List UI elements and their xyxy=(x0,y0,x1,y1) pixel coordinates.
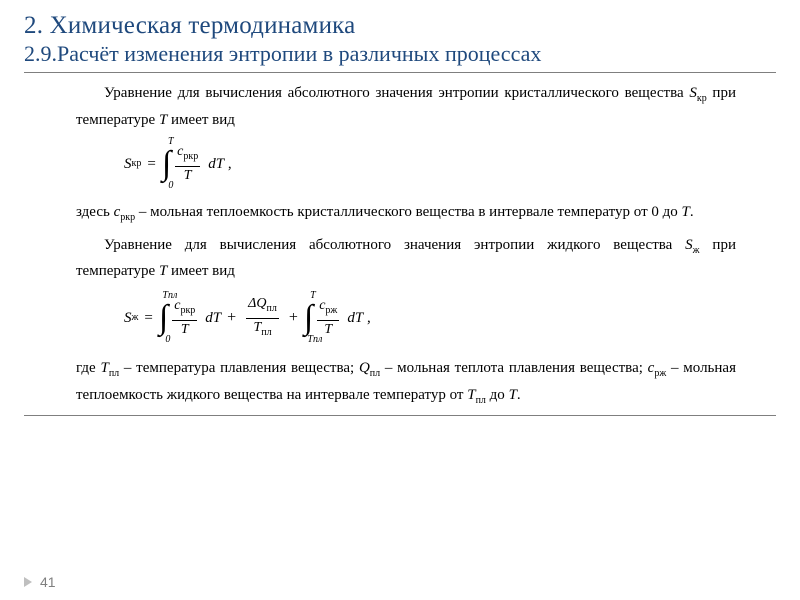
p2-c-sub: pкр xyxy=(120,212,135,223)
title-sub: 2.9.Расчёт изменения энтропии в различны… xyxy=(24,41,776,66)
paragraph-4: где Tпл – температура плавления вещества… xyxy=(76,356,736,409)
f1-den: T xyxy=(182,168,194,184)
f1-dT: dT xyxy=(208,152,224,177)
f2-lhs-sub: ж xyxy=(132,310,139,327)
f1-int-up: T xyxy=(162,134,180,151)
f1-integral: T ∫ 0 xyxy=(162,138,171,190)
p4-Qsub: пл xyxy=(370,368,380,379)
p1-S-sub: кр xyxy=(697,93,707,104)
p4-cpsub: pж xyxy=(654,368,666,379)
p1-text-c: имеет вид xyxy=(167,112,235,128)
f2-frac1-den: T xyxy=(179,322,191,338)
f2-int2-low: Tпл xyxy=(304,332,326,349)
f2-Q-den: Tпл xyxy=(251,320,273,341)
f2-fracQ: ΔQпл Tпл xyxy=(246,296,279,341)
p2-text-b: – мольная теплоемкость кристаллического … xyxy=(135,204,681,220)
integral-icon: ∫ xyxy=(162,147,171,181)
fraction-bar xyxy=(317,320,339,321)
p3-text-c: имеет вид xyxy=(167,263,235,279)
f2-Q-num: ΔQпл xyxy=(246,296,279,317)
p2-text-a: здесь xyxy=(76,204,114,220)
formula-2: Sж = Tпл ∫ 0 cpкр T dT + ΔQпл Tпл + T xyxy=(124,290,736,346)
fraction-bar xyxy=(175,166,200,167)
footer: 41 xyxy=(24,574,56,590)
f2-int1: Tпл ∫ 0 xyxy=(159,292,168,344)
fraction-bar xyxy=(172,320,197,321)
p4-Tsub: пл xyxy=(109,368,119,379)
paragraph-3: Уравнение для вычисления абсолютного зна… xyxy=(76,233,736,284)
page-number: 41 xyxy=(40,574,56,590)
p1-S: S xyxy=(689,85,697,101)
f2-comma: , xyxy=(363,306,371,331)
p4-f: . xyxy=(517,387,521,403)
p3-text-a: Уравнение для вычисления абсолютного зна… xyxy=(104,237,685,253)
p4-e: до xyxy=(486,387,509,403)
p3-S-sub: ж xyxy=(693,245,700,256)
p4-T3: T xyxy=(509,387,517,403)
integral-icon: ∫ xyxy=(159,301,168,335)
content-body: Уравнение для вычисления абсолютного зна… xyxy=(24,81,776,409)
p4-T2sub: пл xyxy=(476,395,486,406)
f2-int1-low: 0 xyxy=(159,332,177,349)
plus-icon: + xyxy=(227,305,236,331)
p4-b: – температура плавления вещества; xyxy=(119,360,359,376)
integral-icon: ∫ xyxy=(304,301,313,335)
f2-dT1: dT xyxy=(205,306,221,331)
divider-top xyxy=(24,72,776,73)
f2-dT2: dT xyxy=(347,306,363,331)
next-slide-icon[interactable] xyxy=(24,577,32,587)
p3-S: S xyxy=(685,237,693,253)
p4-Q: Q xyxy=(359,360,370,376)
p4-a: где xyxy=(76,360,100,376)
f2-int2-up: T xyxy=(304,288,322,305)
f2-eq: = xyxy=(144,306,152,331)
plus-icon: + xyxy=(289,305,298,331)
f2-int2: T ∫ Tпл xyxy=(304,292,313,344)
f2-int1-up: Tпл xyxy=(159,288,181,305)
f1-lhs: S xyxy=(124,152,132,177)
p4-T: T xyxy=(100,360,108,376)
title-block: 2. Химическая термодинамика 2.9.Расчёт и… xyxy=(24,12,776,66)
fraction-bar xyxy=(246,318,279,319)
formula-1: Sкр = T ∫ 0 cpкр T dT , xyxy=(124,138,736,190)
p1-text-a: Уравнение для вычисления абсолютного зна… xyxy=(104,85,689,101)
f1-int-low: 0 xyxy=(162,178,180,195)
p2-T: T xyxy=(682,204,690,220)
slide: 2. Химическая термодинамика 2.9.Расчёт и… xyxy=(0,0,800,600)
f2-lhs: S xyxy=(124,306,132,331)
f1-comma: , xyxy=(224,152,232,177)
paragraph-1: Уравнение для вычисления абсолютного зна… xyxy=(76,81,736,132)
title-main: 2. Химическая термодинамика xyxy=(24,12,776,41)
f1-eq: = xyxy=(147,152,155,177)
divider-bottom xyxy=(24,415,776,416)
f1-lhs-sub: кр xyxy=(132,156,142,173)
p2-text-end: . xyxy=(690,204,694,220)
p4-T2: T xyxy=(467,387,475,403)
paragraph-2: здесь cpкр – мольная теплоемкость криста… xyxy=(76,200,736,227)
p4-c: – мольная теплота плавления вещества; xyxy=(380,360,648,376)
